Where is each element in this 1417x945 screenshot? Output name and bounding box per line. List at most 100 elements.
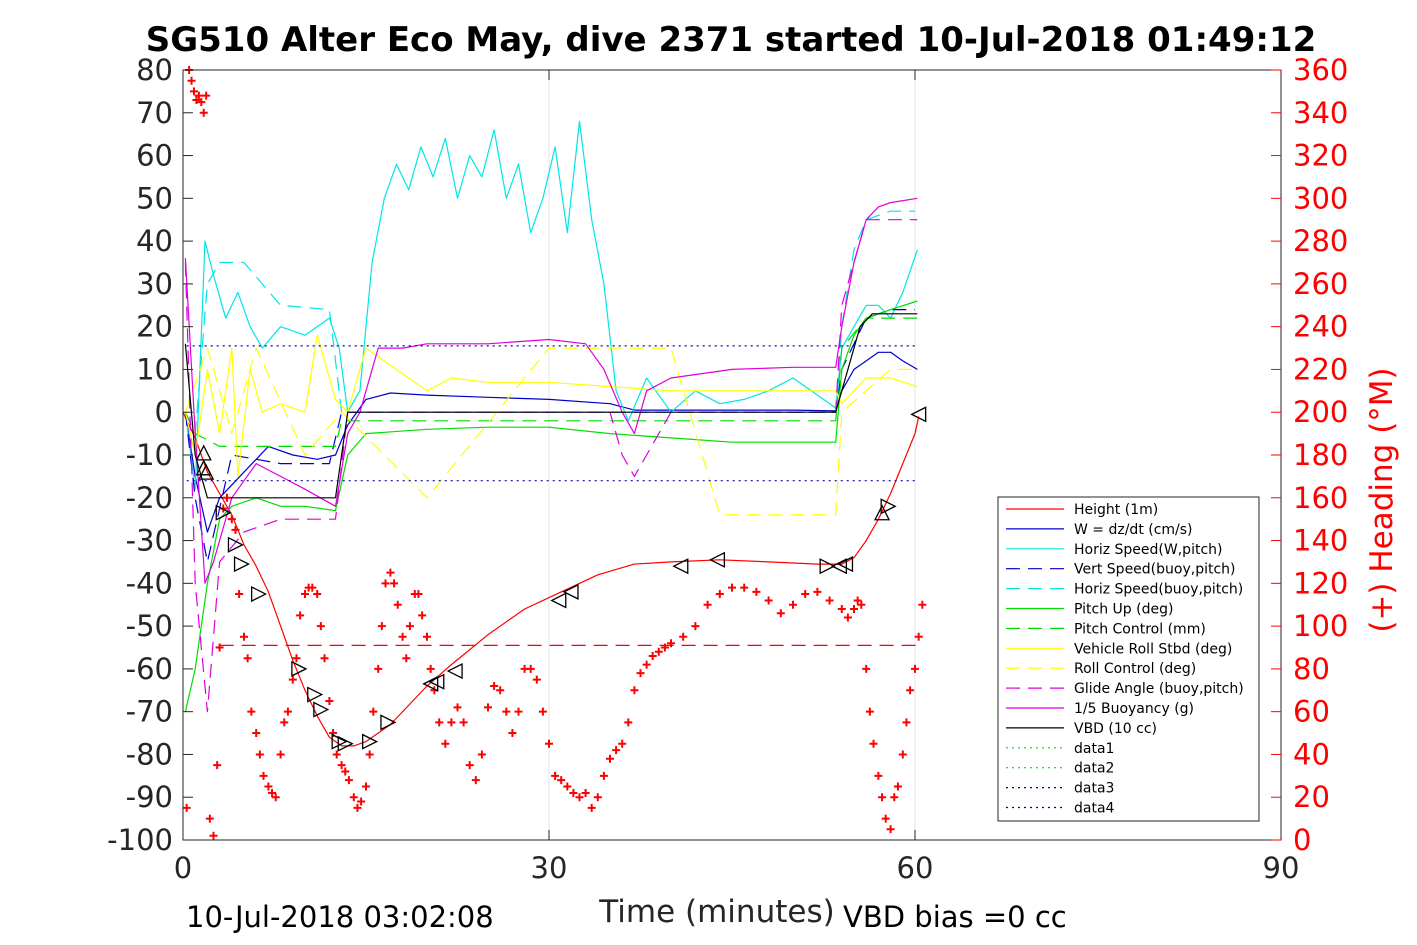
heading-point (365, 750, 374, 759)
right-y-tick-label: 40 (1293, 737, 1330, 771)
heading-point (496, 686, 505, 695)
triangle-marker (910, 406, 927, 423)
y-tick-label: -40 (126, 566, 173, 600)
markers-layer (182, 66, 927, 840)
heading-point (660, 643, 669, 652)
legend-box (997, 496, 1260, 822)
heading-point (813, 587, 822, 596)
heading-point (301, 590, 309, 599)
heading-point (418, 611, 427, 620)
series-line (184, 313, 918, 499)
heading-point (341, 767, 350, 776)
y-tick-label: -60 (126, 652, 173, 686)
heading-point (893, 782, 902, 791)
heading-point (390, 579, 399, 588)
heading-point (271, 793, 280, 802)
right-y-tick-label: 80 (1293, 652, 1330, 686)
y-tick-label: 50 (136, 181, 173, 215)
heading-point (902, 718, 911, 727)
heading-point (202, 91, 211, 100)
heading-point (447, 718, 456, 727)
heading-point (801, 590, 810, 599)
heading-point (235, 590, 244, 599)
triangle-marker (227, 536, 244, 553)
heading-point (197, 98, 206, 107)
heading-point (459, 718, 468, 727)
triangle-marker (428, 673, 445, 690)
heading-point (182, 803, 191, 812)
heading-point (703, 600, 712, 609)
triangle-marker (830, 558, 848, 575)
heading-point (869, 739, 878, 748)
y-tick-label: -30 (126, 524, 173, 558)
heading-point (465, 761, 474, 770)
heading-point (606, 754, 614, 763)
heading-point (865, 707, 874, 716)
legend-label: data1 (1074, 741, 1114, 757)
heading-point (508, 729, 517, 738)
triangle-marker (380, 714, 397, 731)
y-tick-label: -100 (107, 823, 173, 857)
heading-point (308, 583, 317, 592)
heading-point (715, 590, 724, 599)
right-y-tick-label: 220 (1293, 352, 1348, 386)
triangle-marker (446, 662, 463, 680)
right-y-tick-label: 60 (1293, 695, 1330, 729)
heading-point (316, 622, 325, 631)
triangle-marker (880, 498, 897, 515)
triangle-marker (672, 558, 689, 575)
heading-point (691, 622, 700, 631)
triangle-marker (708, 551, 726, 568)
heading-point (890, 793, 899, 802)
right-y-tick-label: 200 (1293, 395, 1348, 429)
footer-vbd-bias: VBD bias =0 cc (843, 900, 1067, 934)
y-tick-label: -10 (126, 438, 173, 472)
y-tick-label: -70 (126, 695, 173, 729)
heading-point (264, 782, 273, 791)
heading-point (215, 643, 224, 652)
heading-point (353, 803, 362, 812)
heading-point (563, 782, 572, 791)
y-tick-label: 80 (136, 53, 173, 87)
heading-point (581, 788, 590, 797)
heading-point (344, 776, 353, 785)
heading-point (569, 788, 578, 797)
heading-point (850, 605, 858, 613)
heading-point (881, 814, 890, 823)
right-axis-label: (+) Heading (°M) (1364, 367, 1400, 632)
heading-point (484, 703, 492, 712)
chart-title: SG510 Alter Eco May, dive 2371 started 1… (146, 20, 1317, 60)
heading-point (259, 771, 268, 780)
x-tick-label: 90 (1263, 851, 1300, 885)
legend-label: W = dz/dt (cm/s) (1074, 522, 1193, 538)
right-y-tick-label: 180 (1293, 438, 1348, 472)
heading-point (618, 739, 627, 748)
heading-point (843, 613, 852, 622)
heading-point (514, 707, 523, 716)
y-tick-label: -90 (126, 780, 173, 814)
heading-point (192, 95, 201, 104)
heading-point (878, 793, 887, 802)
y-tick-label: 30 (136, 267, 173, 301)
heading-point (593, 793, 602, 802)
heading-point (381, 579, 390, 588)
heading-point (283, 707, 292, 716)
heading-point (911, 664, 919, 673)
heading-point (227, 515, 236, 524)
heading-point (752, 587, 761, 596)
heading-point (599, 771, 608, 780)
heading-point (648, 652, 657, 661)
heading-point (337, 761, 346, 770)
series-line (184, 351, 918, 533)
series-line (184, 309, 915, 563)
heading-point (862, 664, 871, 673)
heading-point (205, 814, 214, 823)
heading-point (231, 525, 240, 534)
heading-point (296, 611, 305, 620)
legend-label: Glide Angle (buoy,pitch) (1074, 681, 1244, 697)
y-tick-label: 70 (136, 96, 173, 130)
legend-label: VBD (10 cc) (1074, 721, 1157, 737)
heading-point (393, 600, 402, 609)
heading-point (369, 707, 378, 716)
heading-point (332, 750, 341, 759)
